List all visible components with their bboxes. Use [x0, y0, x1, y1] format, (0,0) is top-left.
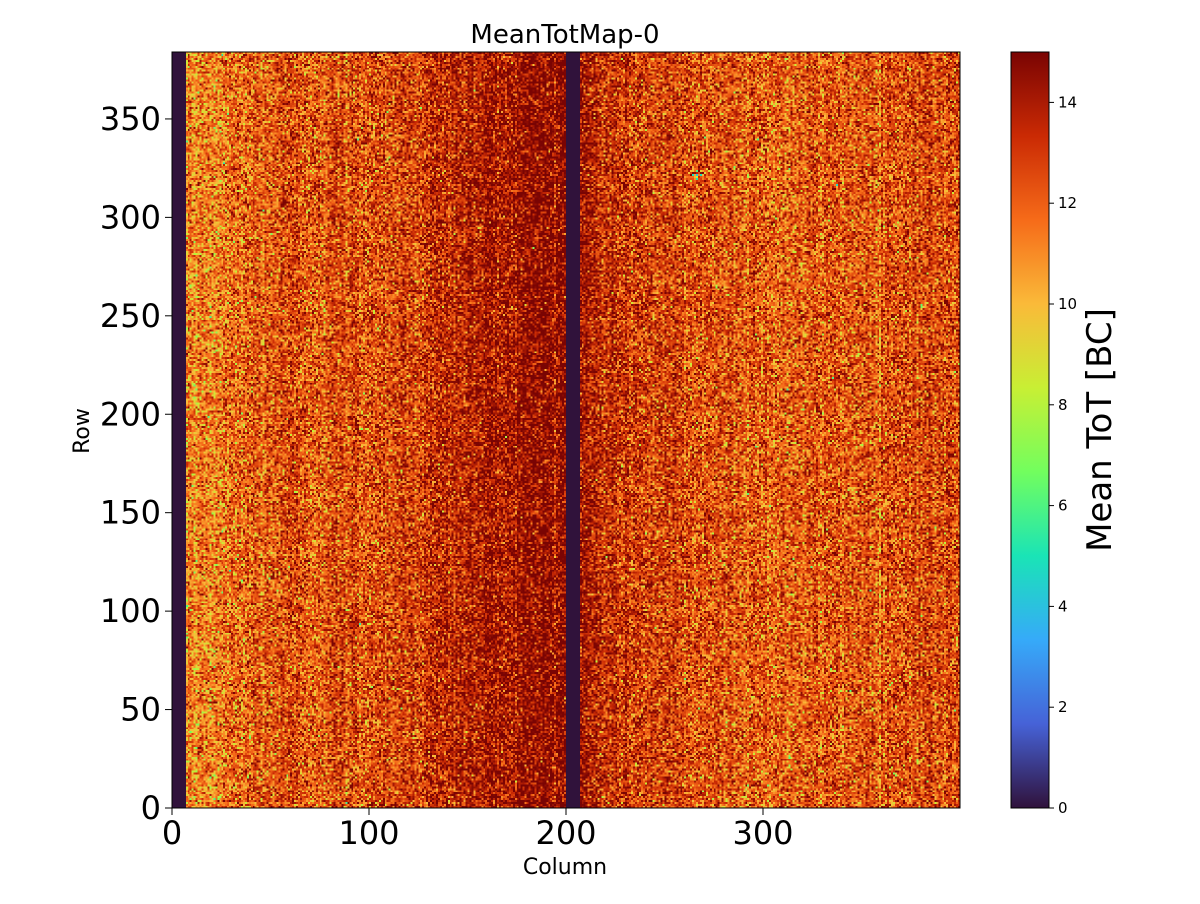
- heatmap-image: [172, 52, 960, 808]
- y-tick-label: 50: [120, 691, 161, 729]
- colorbar-tick-label: 4: [1058, 597, 1068, 615]
- x-axis: 0 100 200 300: [162, 808, 794, 852]
- y-tick-label: 350: [100, 100, 161, 138]
- x-tick-label: 100: [338, 814, 399, 852]
- colorbar-gradient: [1010, 51, 1050, 809]
- y-tick-label: 200: [100, 395, 161, 433]
- y-tick-label: 300: [100, 198, 161, 236]
- chart-title: MeanTotMap-0: [470, 20, 659, 50]
- colorbar-ticks: 0 2 4 6 8 10 12 14: [1049, 93, 1077, 817]
- colorbar-tick-label: 6: [1058, 497, 1068, 515]
- colorbar-tick-label: 0: [1058, 799, 1068, 817]
- colorbar-tick-label: 12: [1058, 194, 1077, 212]
- y-tick-label: 150: [100, 494, 161, 532]
- plot-area: [171, 51, 961, 809]
- x-tick-label: 0: [162, 814, 182, 852]
- y-tick-label: 100: [100, 592, 161, 630]
- y-axis-label: Row: [70, 408, 95, 454]
- colorbar-tick-label: 14: [1058, 93, 1077, 111]
- colorbar: 0 2 4 6 8 10 12 14 Mean ToT [BC]: [1010, 51, 1120, 817]
- colorbar-tick-label: 10: [1058, 295, 1077, 313]
- x-tick-label: 300: [732, 814, 793, 852]
- colorbar-label: Mean ToT [BC]: [1080, 308, 1120, 552]
- x-tick-label: 200: [535, 814, 596, 852]
- y-tick-label: 250: [100, 297, 161, 335]
- colorbar-tick-label: 8: [1058, 396, 1068, 414]
- y-tick-label: 0: [141, 789, 161, 827]
- y-axis: 0 50 100 150 200 250 300 350: [100, 100, 172, 827]
- colorbar-tick-label: 2: [1058, 698, 1068, 716]
- x-axis-label: Column: [523, 855, 607, 880]
